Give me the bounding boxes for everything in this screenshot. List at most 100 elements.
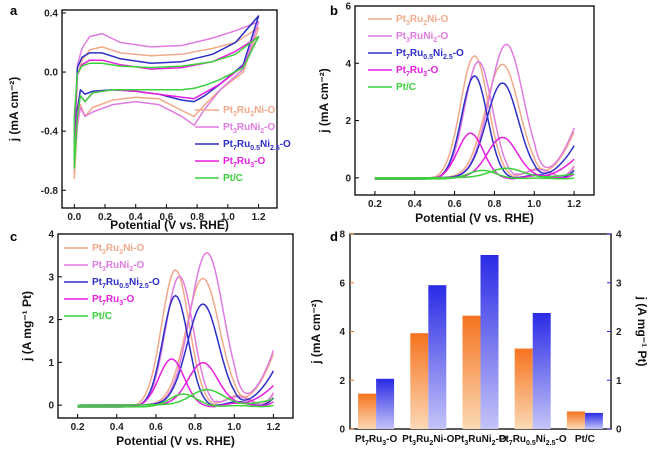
panel-letter-d: d xyxy=(330,229,338,244)
panel-b: 0.2 0.4 0.6 0.8 1.0 1.2 0 2 4 6 Pt3Ru2Ni-O Pt3RuNi2… xyxy=(317,2,595,225)
bar-specific-activity xyxy=(410,333,429,429)
cv-curve-Pt3RuNi2 xyxy=(73,21,260,162)
panel-a-xtick-label: 0.4 xyxy=(129,212,143,223)
panel-a-legend-label: Pt3Ru2Ni-O xyxy=(223,105,275,118)
panel-a-legend-label: Pt3RuNi2-O xyxy=(223,122,275,135)
panel-a-xtick-label: 0.0 xyxy=(67,212,81,223)
panel-b-forward-PtRuNi xyxy=(374,82,575,179)
panel-letter-c: c xyxy=(10,229,17,244)
panel-c-legend-label: Pt7Ru0.5Ni2.5-O xyxy=(92,277,160,290)
bar-mass-activity xyxy=(532,312,551,429)
panel-d-ylabel-left: j (mA cm⁻²) xyxy=(309,299,323,365)
panel-a: 0.0 0.2 0.4 0.6 0.8 1.0 1.2 -0.8 -0.4 0.0 0.4 Pt3Ru… xyxy=(7,3,291,232)
panel-c-ytick-label: 3 xyxy=(48,272,54,283)
panel-b-legend-label: Pt/C xyxy=(396,82,416,93)
panel-letter-a: a xyxy=(10,3,18,18)
panel-a-xlabel: Potential (V vs. RHE) xyxy=(110,218,229,232)
panel-a-xtick-label: 1.0 xyxy=(221,212,235,223)
panel-d-ytick-right-label: 4 xyxy=(616,230,622,241)
panel-c-backward-PtC xyxy=(77,393,274,408)
panel-b-legend-label: Pt3RuNi2-O xyxy=(396,31,448,44)
panel-b-forward-PtC xyxy=(374,167,575,179)
cv-curve-PtC xyxy=(73,35,260,169)
panel-b-xtick-label: 0.6 xyxy=(448,199,462,210)
panel-c-ylabel: j (A mg⁻¹ Pt) xyxy=(20,291,34,362)
panel-a-xtick-label: 1.2 xyxy=(252,212,266,223)
panel-d-ytick-left-label: 4 xyxy=(339,327,345,338)
panel-b-legend-label: Pt7Ru3-O xyxy=(396,65,438,78)
panel-d-ytick-right-label: 3 xyxy=(616,278,622,289)
panel-a-legend-label: Pt7Ru3-O xyxy=(223,156,265,169)
panel-d-ytick-left-label: 8 xyxy=(339,230,345,241)
panel-a-xtick-label: 0.2 xyxy=(98,212,112,223)
panel-a-legend-label: Pt7Ru0.5Ni2.5-O xyxy=(223,139,291,152)
panel-c-legend-label: Pt/C xyxy=(92,311,112,322)
panel-d-ytick-right-label: 2 xyxy=(616,327,622,338)
bar-mass-activity xyxy=(376,378,395,429)
panel-b-ytick-label: 0 xyxy=(345,173,351,184)
panel-a-frame xyxy=(61,9,278,209)
panel-b-xtick-label: 1.0 xyxy=(527,199,541,210)
panel-c-backward-Pt3Ru2Ni xyxy=(77,268,275,408)
panel-d-category-label: Pt7Ru3-O xyxy=(355,434,397,447)
panel-c-xtick-label: 0.6 xyxy=(149,422,163,433)
panel-c-xtick-label: 1.2 xyxy=(266,422,280,433)
panel-a-ylabel: j (mA cm⁻²) xyxy=(7,77,21,143)
panel-a-ytick-label: 0.0 xyxy=(44,68,58,79)
panel-b-backward-PtC xyxy=(374,169,575,180)
panel-d-category-label: Pt/C xyxy=(575,434,595,445)
panel-b-ytick-label: 6 xyxy=(345,2,351,13)
panel-c-legend-label: Pt3Ru2Ni-O xyxy=(92,243,144,256)
panel-c: 0.2 0.4 0.6 0.8 1.0 1.2 0 1 2 3 4 Pt3Ru2Ni-O Pt3RuNi… xyxy=(10,229,294,448)
panel-b-ylabel: j (mA cm⁻²) xyxy=(317,68,331,134)
panel-b-backward-Pt3RuNi2 xyxy=(374,60,575,180)
panel-d-ytick-left-label: 0 xyxy=(339,425,345,436)
panel-d-ytick-left-label: 6 xyxy=(339,278,345,289)
panel-a-ytick-label: -0.8 xyxy=(41,186,59,197)
panel-b-legend-label: Pt3Ru2Ni-O xyxy=(396,14,448,27)
panel-c-ytick-label: 0 xyxy=(48,401,54,412)
panel-b-legend-label: Pt7Ru0.5Ni2.5-O xyxy=(396,48,464,61)
bar-mass-activity xyxy=(480,254,499,429)
panel-c-legend-label: Pt3RuNi2-O xyxy=(92,260,144,273)
panel-b-ytick-label: 2 xyxy=(345,116,351,127)
panel-d-ylabel-right: j (A mg⁻¹ Pt) xyxy=(635,296,649,367)
panel-c-ytick-label: 1 xyxy=(48,358,54,369)
bar-mass-activity xyxy=(428,285,447,429)
panel-b-xtick-label: 1.2 xyxy=(567,199,581,210)
panel-a-xtick-label: 0.8 xyxy=(190,212,204,223)
panel-c-forward-PtC xyxy=(77,388,274,406)
panel-d-ytick-right-label: 1 xyxy=(616,376,622,387)
panel-a-ytick-label: 0.4 xyxy=(44,8,58,19)
panel-b-xtick-label: 0.2 xyxy=(368,199,382,210)
panel-a-legend-label: Pt/C xyxy=(223,173,243,184)
panel-b-ytick-label: 4 xyxy=(345,59,351,70)
panel-c-xtick-label: 0.8 xyxy=(188,422,202,433)
panel-c-xtick-label: 1.0 xyxy=(227,422,241,433)
panel-b-frame xyxy=(354,5,595,196)
panel-b-xtick-label: 0.8 xyxy=(487,199,501,210)
panel-c-xlabel: Potential (V vs. RHE) xyxy=(116,434,235,448)
panel-d-ytick-right-label: 0 xyxy=(616,425,622,436)
panel-c-xtick-label: 0.4 xyxy=(110,422,124,433)
panel-d-category-label: Pt3Ru2Ni-O xyxy=(402,434,454,447)
panel-c-ytick-label: 2 xyxy=(48,315,54,326)
panel-c-legend-label: Pt7Ru3-O xyxy=(92,294,134,307)
panel-b-xlabel: Potential (V vs. RHE) xyxy=(415,211,534,225)
bar-specific-activity xyxy=(514,348,533,429)
bar-mass-activity xyxy=(584,412,603,429)
bar-specific-activity xyxy=(566,411,585,429)
panel-d-category-label: Pt3RuNi2-O xyxy=(454,434,506,447)
panel-letter-b: b xyxy=(330,3,338,18)
bar-specific-activity xyxy=(462,315,481,429)
panel-c-ytick-label: 4 xyxy=(48,230,54,241)
panel-d-ytick-left-label: 2 xyxy=(339,376,345,387)
panel-a-ytick-label: -0.4 xyxy=(41,127,59,138)
bar-specific-activity xyxy=(358,393,377,429)
panel-b-xtick-label: 0.4 xyxy=(408,199,422,210)
panel-a-xtick-label: 0.6 xyxy=(159,212,173,223)
panel-d-category-label: Pt7Ru0.5Ni2.5-O xyxy=(499,434,567,447)
panel-c-xtick-label: 0.2 xyxy=(71,422,85,433)
